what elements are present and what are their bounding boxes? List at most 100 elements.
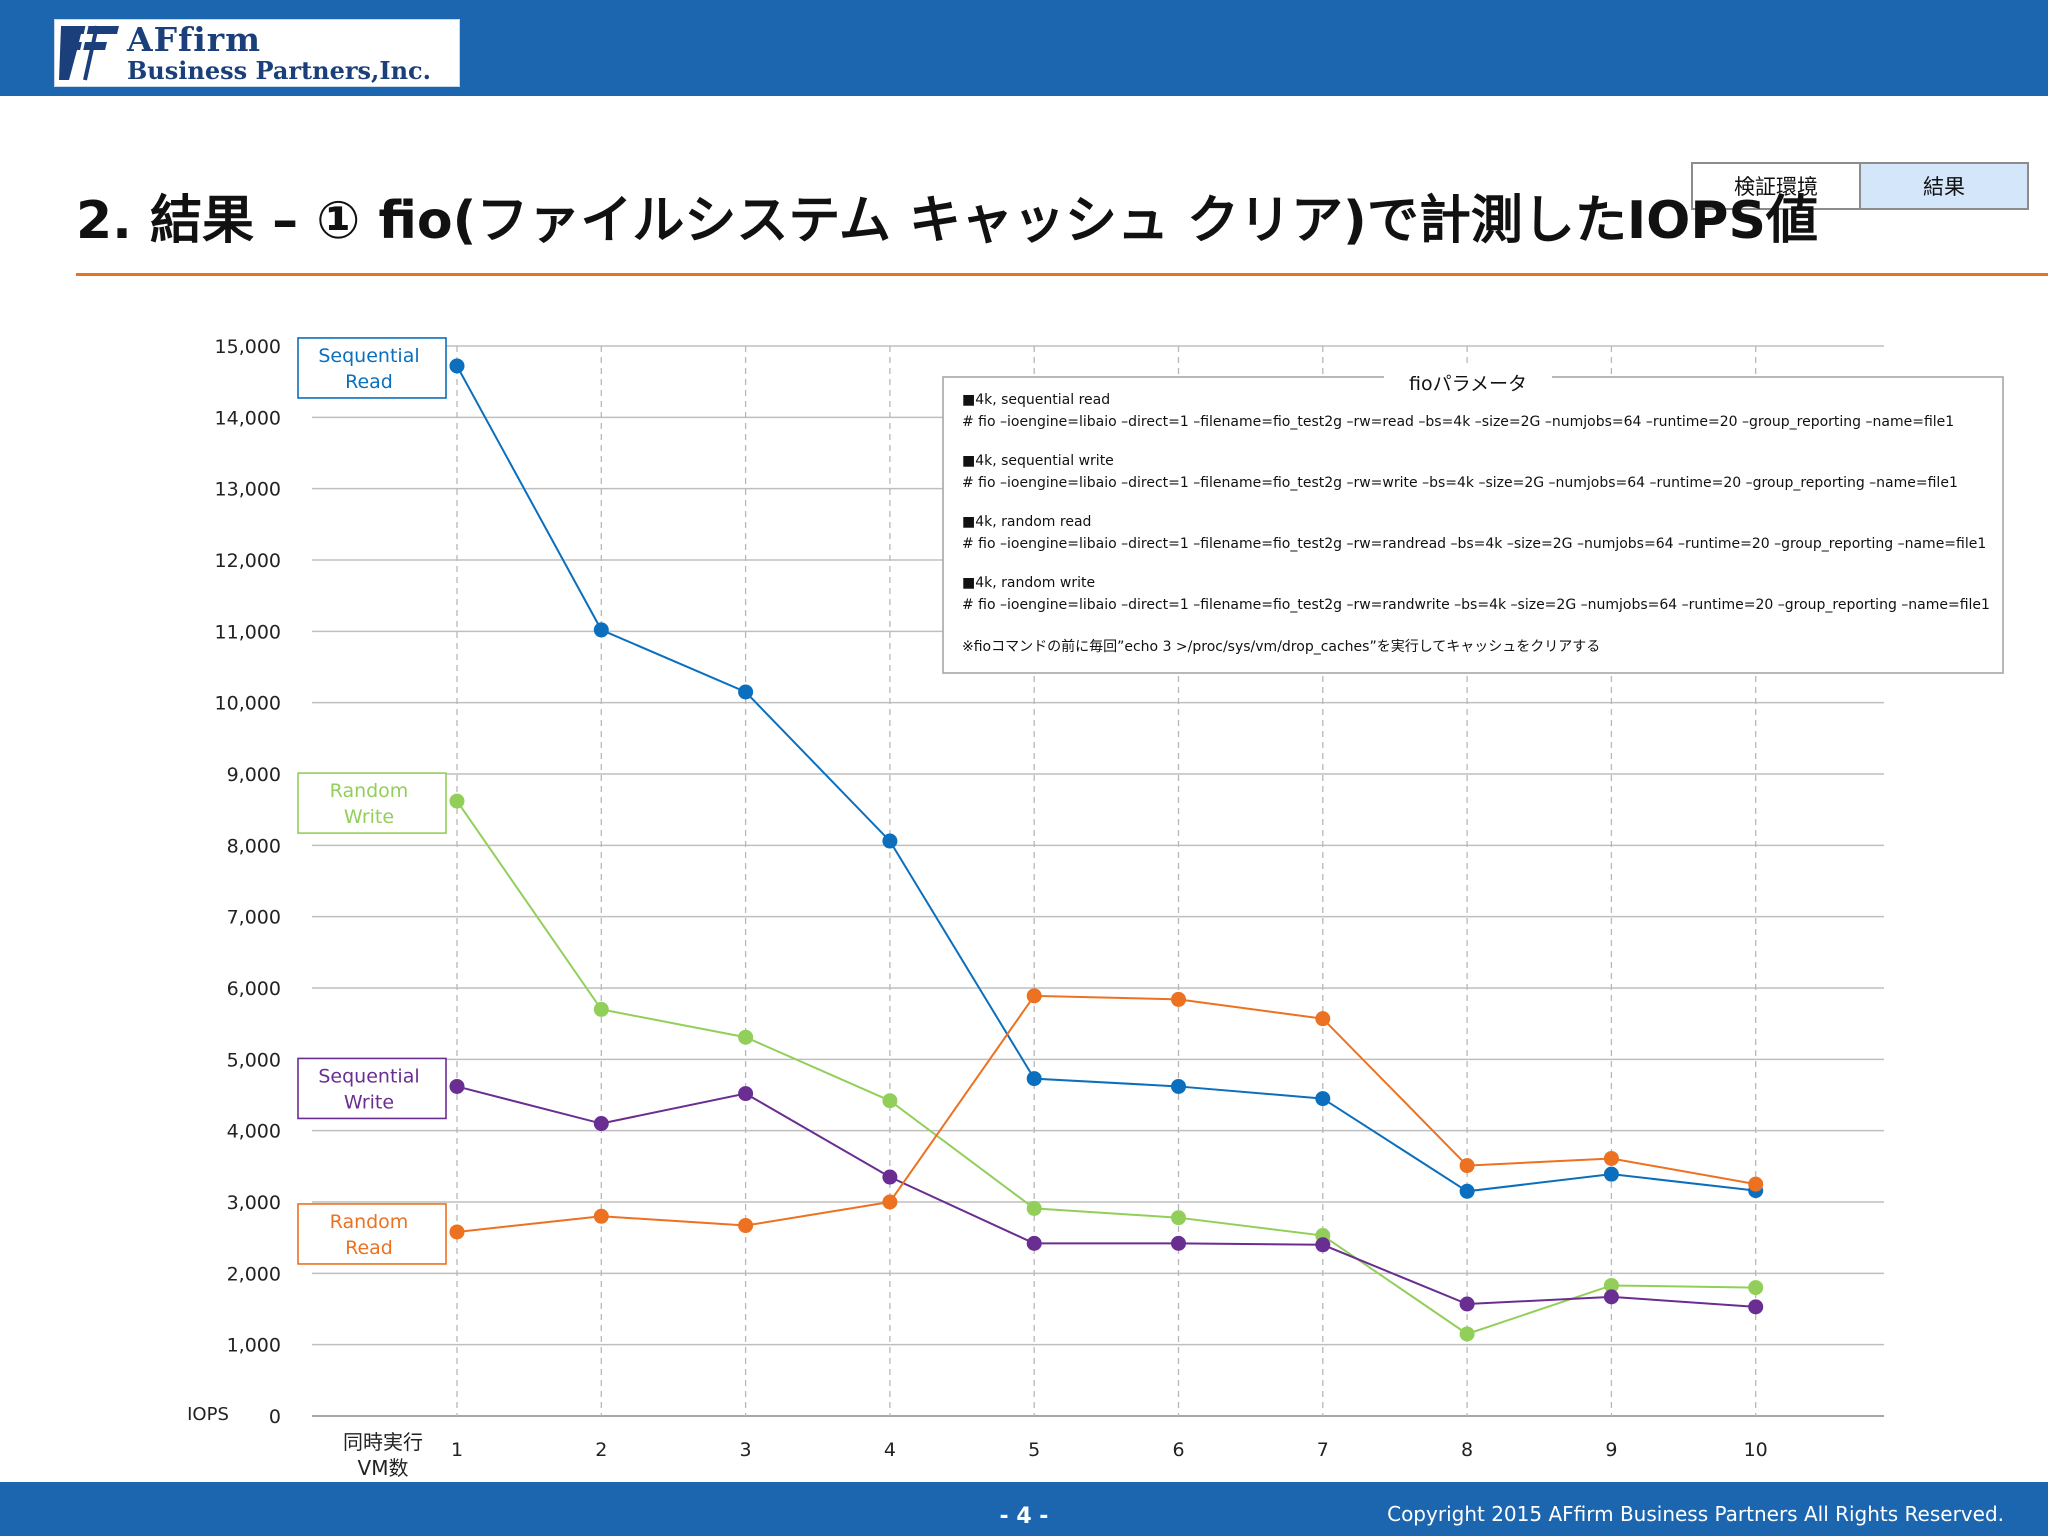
- company-logo: AFfirm Business Partners,Inc.: [54, 19, 460, 87]
- data-point: [1603, 1166, 1619, 1182]
- series-line: [456, 994, 1756, 1233]
- data-point: [1171, 1078, 1186, 1094]
- y-tick-label: 5,000: [227, 1049, 281, 1071]
- y-tick-label: 13,000: [215, 479, 281, 501]
- legend-box: [297, 337, 447, 399]
- legend-label: Read: [345, 1237, 393, 1259]
- annotation-box: [942, 376, 2004, 674]
- legend-label: Write: [344, 1091, 394, 1113]
- data-point: [1315, 1091, 1331, 1107]
- x-tick-label: 1: [451, 1439, 463, 1461]
- y-tick-label: 4,000: [227, 1121, 281, 1143]
- data-point: [1171, 1235, 1186, 1251]
- logo-mark-icon: [59, 25, 119, 81]
- data-point: [1171, 1210, 1186, 1226]
- series-line: [456, 365, 1756, 1193]
- data-point: [882, 1194, 898, 1210]
- data-point: [1603, 1150, 1619, 1166]
- legend-box: [297, 772, 447, 834]
- x-tick-label: 10: [1744, 1439, 1768, 1461]
- page-number: - 4 -: [999, 1504, 1049, 1529]
- y-axis-label: IOPS: [187, 1404, 229, 1425]
- y-tick-label: 9,000: [227, 764, 281, 786]
- data-point: [449, 793, 465, 809]
- data-point: [593, 1116, 609, 1132]
- iops-line-chart: 0 1,000 2,000 3,000 4,000 5,000 6,000 7,000 8,00…: [187, 336, 2004, 1480]
- x-tick-label: 3: [740, 1439, 752, 1461]
- y-tick-label: 7,000: [227, 907, 281, 929]
- data-point: [1459, 1183, 1475, 1199]
- data-point: [1026, 1200, 1042, 1216]
- data-point: [449, 1224, 465, 1240]
- annotation-line: # fio –ioengine=libaio –direct=1 –filena…: [962, 414, 1954, 430]
- series-line: [456, 1085, 1756, 1308]
- data-point: [1459, 1326, 1475, 1342]
- legend-label: Write: [344, 806, 394, 828]
- legend-label: Sequential: [318, 345, 419, 367]
- y-tick-label: 15,000: [215, 336, 281, 358]
- y-tick-label: 2,000: [227, 1263, 281, 1285]
- annotation-title: fioパラメータ: [1409, 373, 1527, 395]
- x-tick-label: 9: [1605, 1439, 1617, 1461]
- tab-results[interactable]: 結果: [1861, 162, 2029, 210]
- series-line: [456, 800, 1756, 1336]
- data-point: [738, 1086, 754, 1102]
- data-point: [1315, 1011, 1331, 1027]
- x-tick-label: 7: [1317, 1439, 1329, 1461]
- annotation-line: ■4k, sequential write: [962, 453, 1114, 469]
- x-tick-label: 5: [1028, 1439, 1040, 1461]
- data-point: [882, 1093, 898, 1109]
- x-tick-label: 6: [1172, 1439, 1184, 1461]
- legend-box: [297, 1203, 447, 1265]
- logo-line2: Business Partners,Inc.: [127, 56, 432, 85]
- data-point: [1459, 1296, 1475, 1312]
- data-point: [593, 1208, 609, 1224]
- data-point: [449, 358, 465, 374]
- annotation-title-bg: [1384, 365, 1552, 387]
- x-tick-label: 2: [595, 1439, 607, 1461]
- tab-environment[interactable]: 検証環境: [1691, 162, 1861, 210]
- data-point: [1026, 1071, 1042, 1087]
- y-tick-label: 8,000: [227, 835, 281, 857]
- annotation-line: ※fioコマンドの前に毎回”echo 3 >/proc/sys/vm/drop_…: [962, 638, 1600, 655]
- data-point: [1603, 1277, 1619, 1293]
- logo-line1: AFfirm: [127, 20, 262, 59]
- legend-label: Sequential: [318, 1065, 419, 1087]
- data-point: [738, 684, 754, 700]
- data-point: [1748, 1280, 1764, 1296]
- legend-label: Random: [330, 780, 409, 802]
- y-tick-label: 12,000: [215, 550, 281, 572]
- x-axis-label: 同時実行: [343, 1430, 423, 1454]
- data-point: [882, 833, 898, 849]
- y-tick-label: 11,000: [215, 621, 281, 643]
- data-point: [593, 1001, 609, 1017]
- x-tick-label: 8: [1461, 1439, 1473, 1461]
- copyright-text: Copyright 2015 AFfirm Business Partners …: [1387, 1502, 2004, 1526]
- header-bar: AFfirm Business Partners,Inc.: [0, 0, 2048, 96]
- data-point: [738, 1218, 754, 1234]
- y-tick-label: 0: [269, 1406, 281, 1428]
- annotation-line: # fio –ioengine=libaio –direct=1 –filena…: [962, 597, 1990, 613]
- y-tick-label: 1,000: [227, 1335, 281, 1357]
- x-tick-label: 4: [884, 1439, 896, 1461]
- data-point: [1026, 1235, 1042, 1251]
- data-point: [1315, 1237, 1331, 1253]
- data-point: [449, 1078, 465, 1094]
- data-point: [1603, 1289, 1619, 1305]
- data-point: [882, 1169, 898, 1185]
- page-title: 2. 結果 – ① fio(ファイルシステム キャッシュ クリア)で計測したIO…: [76, 191, 1818, 251]
- y-tick-label: 6,000: [227, 978, 281, 1000]
- legend-label: Random: [330, 1211, 409, 1233]
- section-tabs: 検証環境 結果: [1691, 162, 2029, 210]
- annotation-line: # fio –ioengine=libaio –direct=1 –filena…: [962, 536, 1986, 552]
- data-point: [1171, 991, 1186, 1007]
- data-point: [1459, 1158, 1475, 1174]
- y-tick-label: 10,000: [215, 693, 281, 715]
- annotation-line: ■4k, sequential read: [962, 392, 1110, 408]
- data-point: [1026, 988, 1042, 1004]
- data-point: [738, 1029, 754, 1045]
- legend-box: [297, 1057, 447, 1120]
- data-point: [1748, 1176, 1764, 1192]
- annotation-line: # fio –ioengine=libaio –direct=1 –filena…: [962, 475, 1958, 491]
- legend-label: Read: [345, 371, 393, 393]
